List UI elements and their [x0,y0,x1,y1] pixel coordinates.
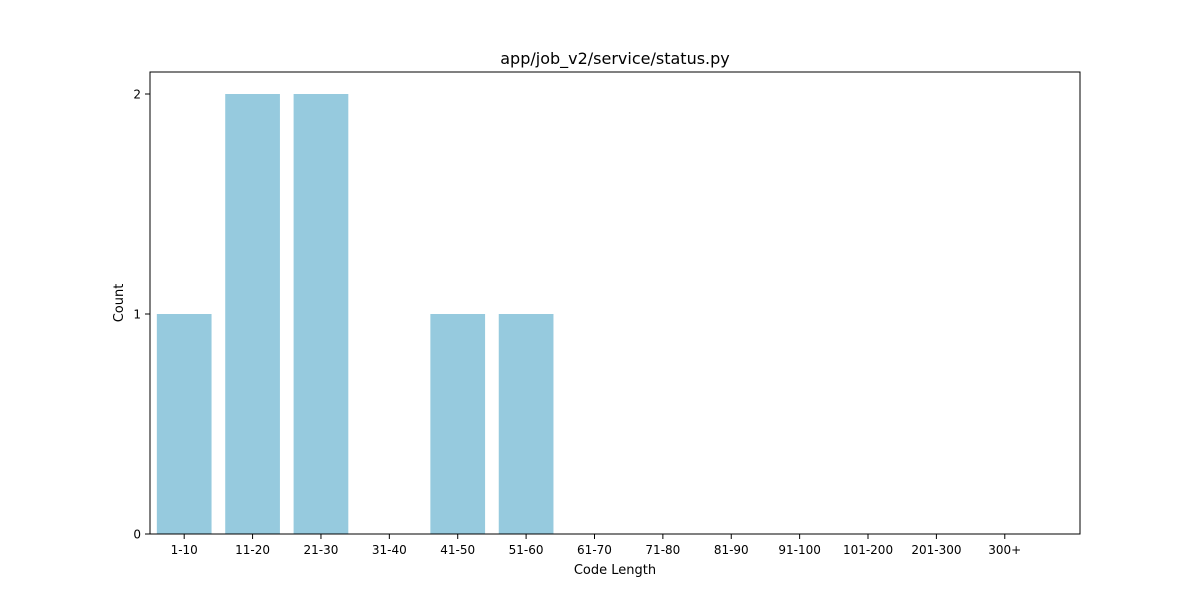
bar-41-50 [430,314,486,534]
x-tick-label: 300+ [988,543,1021,557]
x-tick-label: 81-90 [714,543,749,557]
x-tick-label: 61-70 [577,543,612,557]
x-tick-label: 31-40 [372,543,407,557]
bar-21-30 [293,94,349,534]
x-tick-label: 41-50 [440,543,475,557]
x-axis-ticks: 1-10 11-20 21-30 31-40 41-50 51-60 61-70 71-80 8… [171,534,1021,557]
x-tick-label: 1-10 [171,543,198,557]
x-tick-label: 101-200 [843,543,893,557]
bar-1-10 [156,314,212,534]
y-axis-ticks: 0 1 2 [133,88,150,542]
x-axis-label: Code Length [574,563,656,578]
bar-11-20 [225,94,280,534]
x-tick-label: 201-300 [911,543,961,557]
x-tick-label: 91-100 [778,543,821,557]
x-tick-label: 51-60 [509,543,544,557]
x-tick-label: 71-80 [645,543,680,557]
y-tick-label: 0 [133,528,141,542]
y-tick-label: 1 [133,308,141,322]
y-axis-label: Count [112,284,127,323]
x-tick-label: 11-20 [235,543,270,557]
plot-frame [149,71,1081,535]
x-tick-label: 21-30 [304,543,339,557]
bars-group [156,94,554,534]
y-tick-label: 2 [133,88,141,102]
bar-51-60 [498,314,554,534]
chart-title: app/job_v2/service/status.py [500,49,730,69]
